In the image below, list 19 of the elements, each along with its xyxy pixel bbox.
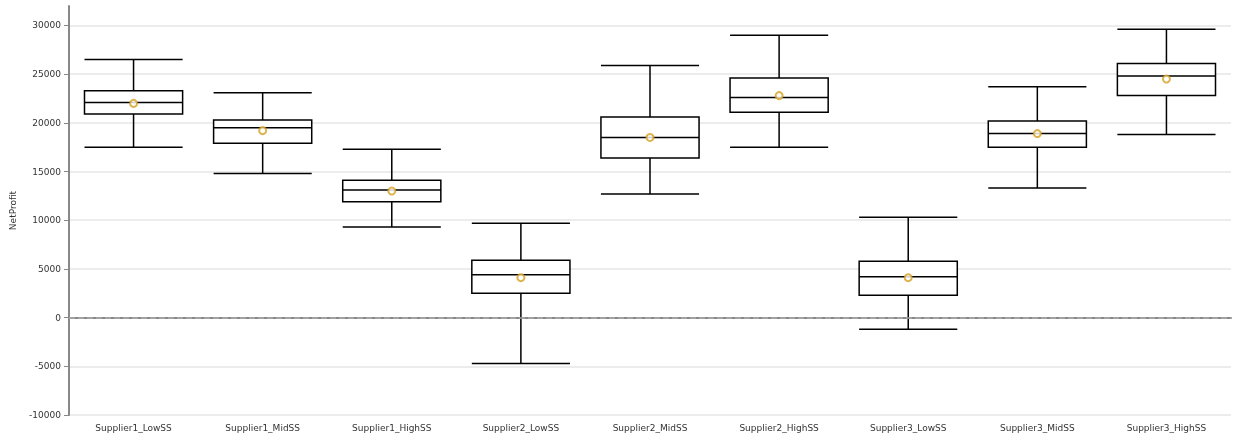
y-tick-label: -5000 (34, 361, 62, 372)
y-tick-label: 15000 (32, 166, 62, 177)
y-tick-label: 20000 (32, 117, 62, 128)
x-tick-label: Supplier2_HighSS (739, 422, 820, 433)
x-tick-label: Supplier3_LowSS (869, 422, 947, 433)
y-tick-label: -10000 (29, 410, 62, 420)
y-axis-title: NetProfit (7, 190, 18, 231)
x-tick-label: Supplier1_HighSS (352, 422, 432, 433)
x-tick-label: Supplier3_HighSS (1126, 422, 1207, 433)
x-tick-label: Supplier2_LowSS (482, 422, 560, 433)
x-tick-label: Supplier3_MidSS (999, 422, 1075, 433)
y-tick-label: 25000 (32, 69, 62, 80)
y-tick-label: 0 (55, 312, 62, 323)
x-tick-label: Supplier1_LowSS (95, 422, 173, 433)
y-tick-label: 30000 (32, 20, 62, 31)
x-tick-label: Supplier1_MidSS (225, 422, 301, 433)
y-tick-label: 5000 (38, 263, 62, 274)
x-tick-label: Supplier2_MidSS (612, 422, 688, 433)
y-tick-label: 10000 (32, 215, 62, 226)
